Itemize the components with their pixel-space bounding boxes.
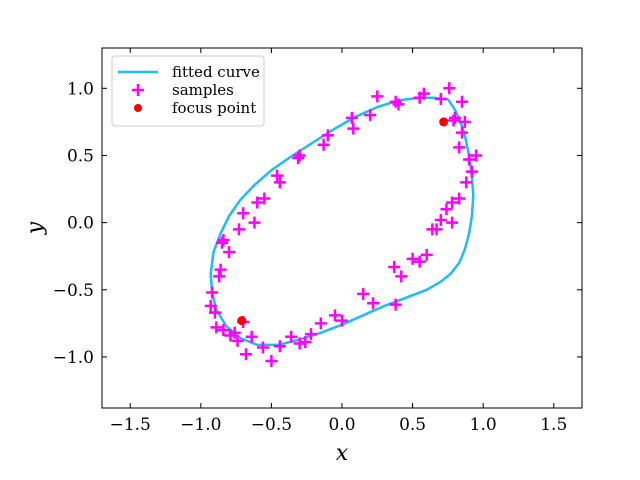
sample-point bbox=[453, 141, 466, 154]
sample-point bbox=[443, 82, 456, 95]
sample-point bbox=[406, 252, 419, 265]
x-axis: −1.5 −1.0 −0.5 0.0 0.5 1.0 1.5 bbox=[110, 48, 567, 435]
sample-point bbox=[367, 297, 380, 310]
sample-point bbox=[240, 348, 252, 361]
sample-point bbox=[321, 129, 334, 142]
x-tick-label: −1.5 bbox=[110, 415, 151, 435]
sample-point bbox=[345, 111, 358, 124]
sample-point bbox=[237, 207, 250, 220]
sample-point bbox=[413, 91, 426, 104]
sample-point bbox=[314, 317, 327, 330]
focus-point bbox=[237, 316, 247, 326]
plot-area bbox=[204, 82, 483, 367]
legend: fitted curve samples focus point bbox=[111, 55, 265, 127]
sample-point bbox=[440, 203, 453, 216]
y-axis: −1.0 −0.5 0.0 0.5 1.0 bbox=[53, 79, 582, 368]
sample-point bbox=[448, 111, 461, 124]
sample-point bbox=[434, 213, 447, 226]
x-axis-label: x bbox=[336, 441, 349, 466]
sample-point bbox=[460, 176, 473, 189]
legend-swatch-focus-point bbox=[134, 104, 142, 112]
x-tick-label: 1.0 bbox=[470, 415, 497, 435]
sample-point bbox=[213, 270, 226, 283]
sample-point bbox=[413, 255, 426, 268]
sample-point bbox=[293, 149, 306, 162]
sample-point bbox=[217, 324, 230, 337]
x-tick-label: 1.5 bbox=[540, 415, 567, 435]
x-tick-label: −0.5 bbox=[251, 415, 292, 435]
sample-point bbox=[271, 169, 284, 182]
sample-point bbox=[465, 165, 478, 178]
legend-swatch-samples bbox=[132, 84, 144, 96]
sample-point bbox=[470, 149, 483, 162]
sample-point bbox=[204, 299, 217, 312]
sample-point bbox=[292, 152, 305, 165]
x-tick-label: −1.0 bbox=[180, 415, 221, 435]
sample-point bbox=[216, 236, 228, 249]
sample-point bbox=[245, 330, 258, 343]
sample-point bbox=[293, 337, 306, 350]
sample-point bbox=[223, 246, 236, 259]
sample-point bbox=[347, 122, 360, 135]
sample-point bbox=[258, 192, 271, 205]
sample-point bbox=[265, 354, 278, 367]
y-tick-label: −1.0 bbox=[53, 348, 94, 368]
sample-point bbox=[434, 93, 447, 106]
sample-point bbox=[214, 263, 227, 276]
sample-point bbox=[256, 341, 269, 354]
sample-point bbox=[446, 216, 459, 229]
sample-point bbox=[285, 330, 298, 343]
sample-point bbox=[273, 176, 286, 189]
sample-point bbox=[371, 90, 384, 103]
y-tick-label: 0.5 bbox=[67, 146, 94, 166]
sample-point bbox=[430, 223, 443, 236]
x-tick-label: 0.0 bbox=[328, 415, 355, 435]
sample-point bbox=[447, 114, 460, 127]
sample-point bbox=[420, 248, 433, 261]
y-axis-label: y bbox=[23, 221, 48, 235]
sample-point bbox=[389, 95, 402, 108]
sample-point bbox=[317, 138, 330, 151]
sample-point bbox=[453, 192, 466, 205]
sample-point bbox=[299, 336, 312, 349]
y-tick-label: 1.0 bbox=[67, 79, 94, 99]
sample-point bbox=[251, 196, 264, 209]
sample-point bbox=[208, 306, 221, 319]
sample-point bbox=[395, 270, 408, 283]
sample-point bbox=[446, 196, 459, 209]
sample-point bbox=[463, 153, 476, 166]
sample-point bbox=[206, 286, 219, 299]
legend-box bbox=[111, 55, 265, 127]
fitted-curve-line bbox=[209, 96, 475, 347]
sample-point bbox=[388, 260, 401, 273]
sample-point bbox=[364, 109, 377, 122]
sample-point bbox=[210, 321, 223, 334]
sample-point bbox=[456, 95, 468, 108]
y-tick-label: −0.5 bbox=[53, 281, 94, 301]
sample-point bbox=[217, 234, 230, 247]
sample-point bbox=[389, 298, 402, 311]
y-tick-label: 0.0 bbox=[67, 214, 94, 234]
legend-label-fitted-curve: fitted curve bbox=[172, 63, 260, 81]
sample-point bbox=[357, 287, 370, 300]
sample-point bbox=[304, 328, 317, 341]
sample-point bbox=[228, 326, 241, 339]
sample-point bbox=[232, 223, 245, 236]
sample-point bbox=[336, 314, 348, 327]
x-tick-label: 0.5 bbox=[399, 415, 426, 435]
sample-point bbox=[456, 126, 468, 139]
sample-point bbox=[248, 216, 261, 229]
legend-label-focus-point: focus point bbox=[172, 99, 256, 117]
legend-label-samples: samples bbox=[172, 81, 234, 99]
focus-point bbox=[439, 117, 449, 127]
sample-point bbox=[328, 309, 341, 322]
sample-point bbox=[273, 340, 286, 353]
sample-point bbox=[458, 115, 471, 128]
sample-point bbox=[231, 334, 244, 347]
